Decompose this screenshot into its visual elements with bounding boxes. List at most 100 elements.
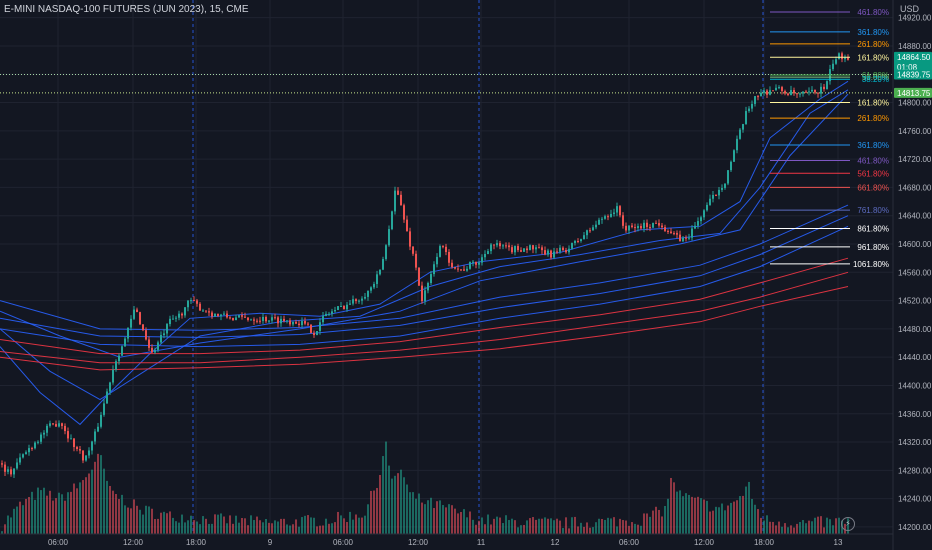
candle-body [388,229,390,246]
moving-average-line [0,286,849,371]
volume-bar [346,522,348,534]
volume-bar [784,523,786,534]
volume-bar [307,515,309,534]
volume-bar [19,501,21,534]
candle-body [178,313,180,318]
candle-body [598,219,600,225]
volume-bar [568,528,570,534]
candle-body [517,246,519,251]
volume-bar [604,519,606,534]
candle-body [418,267,420,286]
candle-body [748,108,750,112]
candle-body [778,87,780,89]
volume-bar [475,524,477,534]
candle-body [181,313,183,316]
fib-level-label: 661.80% [857,183,889,192]
volume-bar [790,525,792,534]
volume-bar [214,514,216,534]
candle-body [769,90,771,95]
volume-bar [652,510,654,534]
candle-body [613,212,615,214]
volume-bar [94,461,96,534]
volume-bar [709,511,711,534]
candle-body [88,450,90,456]
volume-bar [598,518,600,534]
candle-body [571,243,573,249]
volume-bar [79,482,81,534]
candle-body [19,457,21,463]
candle-body [397,190,399,195]
volume-bar [295,519,297,534]
candle-body [7,469,9,472]
volume-bar [763,520,765,534]
volume-bar [379,474,381,534]
fib-level-label: 161.80% [857,99,889,108]
bolt-icon[interactable]: ⚡ [841,517,855,531]
volume-bar [259,520,261,534]
volume-bar [820,516,822,534]
candle-body [304,321,306,324]
volume-bar [541,518,543,534]
volume-bar [196,521,198,534]
volume-bar [499,517,501,534]
candle-body [478,262,480,265]
volume-bar [658,509,660,534]
volume-bar [340,515,342,534]
volume-bar [619,518,621,534]
candle-body [703,210,705,218]
volume-bar [415,498,417,534]
candle-body [367,290,369,297]
price-tick-label: 14920.00 [898,14,932,23]
candle-body [496,243,498,246]
volume-bar [718,507,720,534]
candle-body [463,269,465,271]
candle-body [610,213,612,217]
candle-body [16,462,18,469]
volume-bar [70,491,72,534]
volume-bar [655,506,657,534]
volume-bar [739,496,741,534]
volume-bar [406,484,408,534]
candle-body [775,87,777,91]
candle-body [679,234,681,242]
volume-bar [592,527,594,534]
volume-bar [520,525,522,534]
volume-bar [13,508,15,534]
volume-bar [355,514,357,534]
volume-bar [637,524,639,534]
candle-body [241,315,243,317]
volume-bar [442,505,444,534]
volume-bar [49,490,51,534]
candle-body [808,91,810,93]
candle-body [259,320,261,322]
candle-body [232,317,234,321]
candle-body [847,57,849,60]
candle-body [442,246,444,248]
candle-body [82,450,84,461]
volume-bar [742,495,744,534]
volume-bar [451,505,453,534]
candle-body [814,89,816,93]
volume-bar [304,515,306,534]
candle-body [535,247,537,250]
price-tick-label: 14280.00 [898,466,932,475]
candle-body [637,226,639,229]
candle-body [163,333,165,336]
candle-body [355,299,357,302]
volume-bar [313,517,315,534]
fib-level-label: 461.80% [857,157,889,166]
candle-body [805,91,807,93]
candle-body [364,296,366,299]
volume-bar [649,516,651,534]
volume-bar [16,506,18,534]
candle-body [697,221,699,226]
candle-body [226,313,228,318]
volume-bar [397,473,399,534]
volume-bar [82,480,84,534]
fib-level-label: 161.80% [857,53,889,62]
candle-body [466,268,468,271]
candle-body [646,222,648,228]
volume-bar [481,517,483,534]
volume-bar [100,455,102,534]
